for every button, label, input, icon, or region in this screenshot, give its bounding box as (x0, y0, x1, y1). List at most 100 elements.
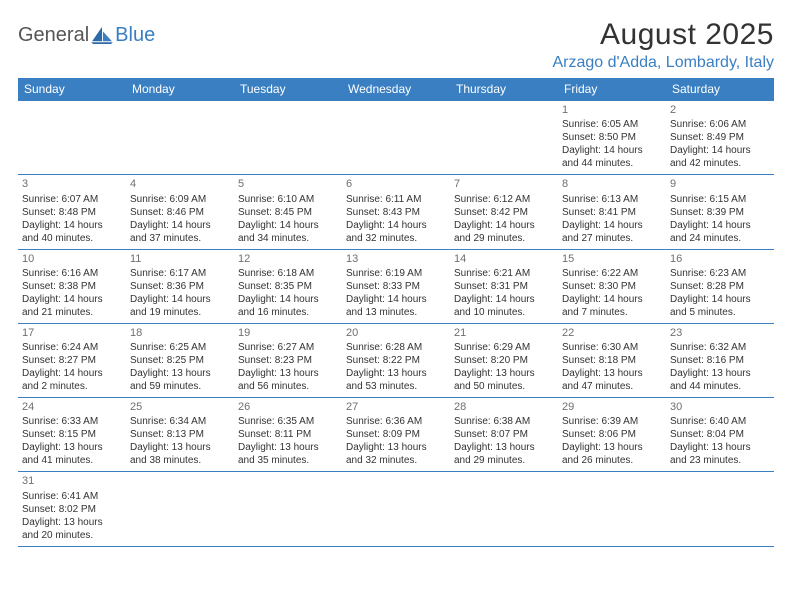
calendar-cell: 27Sunrise: 6:36 AMSunset: 8:09 PMDayligh… (342, 398, 450, 472)
calendar-cell: 25Sunrise: 6:34 AMSunset: 8:13 PMDayligh… (126, 398, 234, 472)
sunrise-text: Sunrise: 6:15 AM (670, 193, 770, 206)
day-number: 8 (562, 177, 662, 191)
calendar-cell: 19Sunrise: 6:27 AMSunset: 8:23 PMDayligh… (234, 323, 342, 397)
calendar-cell: 15Sunrise: 6:22 AMSunset: 8:30 PMDayligh… (558, 249, 666, 323)
sunrise-text: Sunrise: 6:27 AM (238, 341, 338, 354)
calendar-cell: 4Sunrise: 6:09 AMSunset: 8:46 PMDaylight… (126, 175, 234, 249)
calendar-cell: 10Sunrise: 6:16 AMSunset: 8:38 PMDayligh… (18, 249, 126, 323)
daylight-text: Daylight: 13 hours and 29 minutes. (454, 441, 554, 467)
daylight-text: Daylight: 14 hours and 24 minutes. (670, 219, 770, 245)
day-number: 23 (670, 326, 770, 340)
sunrise-text: Sunrise: 6:17 AM (130, 267, 230, 280)
sunset-text: Sunset: 8:33 PM (346, 280, 446, 293)
day-number: 7 (454, 177, 554, 191)
day-number: 25 (130, 400, 230, 414)
sunset-text: Sunset: 8:16 PM (670, 354, 770, 367)
calendar-cell (126, 472, 234, 546)
calendar-cell: 3Sunrise: 6:07 AMSunset: 8:48 PMDaylight… (18, 175, 126, 249)
calendar-week-row: 1Sunrise: 6:05 AMSunset: 8:50 PMDaylight… (18, 101, 774, 175)
day-number: 22 (562, 326, 662, 340)
day-number: 28 (454, 400, 554, 414)
calendar-week-row: 17Sunrise: 6:24 AMSunset: 8:27 PMDayligh… (18, 323, 774, 397)
sunset-text: Sunset: 8:09 PM (346, 428, 446, 441)
sunrise-text: Sunrise: 6:28 AM (346, 341, 446, 354)
day-number: 4 (130, 177, 230, 191)
day-number: 24 (22, 400, 122, 414)
calendar-cell (126, 101, 234, 175)
daylight-text: Daylight: 14 hours and 40 minutes. (22, 219, 122, 245)
weekday-header: Saturday (666, 78, 774, 101)
daylight-text: Daylight: 13 hours and 47 minutes. (562, 367, 662, 393)
calendar-cell: 29Sunrise: 6:39 AMSunset: 8:06 PMDayligh… (558, 398, 666, 472)
daylight-text: Daylight: 14 hours and 7 minutes. (562, 293, 662, 319)
sunrise-text: Sunrise: 6:05 AM (562, 118, 662, 131)
sunset-text: Sunset: 8:43 PM (346, 206, 446, 219)
calendar-cell: 5Sunrise: 6:10 AMSunset: 8:45 PMDaylight… (234, 175, 342, 249)
sunset-text: Sunset: 8:50 PM (562, 131, 662, 144)
sunset-text: Sunset: 8:11 PM (238, 428, 338, 441)
sunrise-text: Sunrise: 6:36 AM (346, 415, 446, 428)
day-number: 2 (670, 103, 770, 117)
sunrise-text: Sunrise: 6:33 AM (22, 415, 122, 428)
calendar-table: SundayMondayTuesdayWednesdayThursdayFrid… (18, 78, 774, 547)
day-number: 31 (22, 474, 122, 488)
brand-text-general: General (18, 24, 89, 47)
brand-logo: General Blue (18, 24, 155, 47)
daylight-text: Daylight: 14 hours and 44 minutes. (562, 144, 662, 170)
daylight-text: Daylight: 14 hours and 13 minutes. (346, 293, 446, 319)
weekday-header: Friday (558, 78, 666, 101)
day-number: 3 (22, 177, 122, 191)
calendar-body: 1Sunrise: 6:05 AMSunset: 8:50 PMDaylight… (18, 101, 774, 547)
calendar-cell: 24Sunrise: 6:33 AMSunset: 8:15 PMDayligh… (18, 398, 126, 472)
day-number: 11 (130, 252, 230, 266)
daylight-text: Daylight: 13 hours and 38 minutes. (130, 441, 230, 467)
sunrise-text: Sunrise: 6:18 AM (238, 267, 338, 280)
sunrise-text: Sunrise: 6:29 AM (454, 341, 554, 354)
header: General Blue August 2025 Arzago d'Adda, … (18, 18, 774, 72)
sunrise-text: Sunrise: 6:16 AM (22, 267, 122, 280)
calendar-cell: 13Sunrise: 6:19 AMSunset: 8:33 PMDayligh… (342, 249, 450, 323)
sunrise-text: Sunrise: 6:07 AM (22, 193, 122, 206)
daylight-text: Daylight: 13 hours and 20 minutes. (22, 516, 122, 542)
daylight-text: Daylight: 13 hours and 23 minutes. (670, 441, 770, 467)
sunset-text: Sunset: 8:45 PM (238, 206, 338, 219)
daylight-text: Daylight: 13 hours and 35 minutes. (238, 441, 338, 467)
brand-text-blue: Blue (115, 24, 155, 47)
calendar-cell: 23Sunrise: 6:32 AMSunset: 8:16 PMDayligh… (666, 323, 774, 397)
calendar-cell (666, 472, 774, 546)
calendar-cell (18, 101, 126, 175)
calendar-cell: 22Sunrise: 6:30 AMSunset: 8:18 PMDayligh… (558, 323, 666, 397)
sail-icon (91, 26, 113, 44)
sunset-text: Sunset: 8:41 PM (562, 206, 662, 219)
title-block: August 2025 Arzago d'Adda, Lombardy, Ita… (552, 18, 774, 72)
sunrise-text: Sunrise: 6:13 AM (562, 193, 662, 206)
sunrise-text: Sunrise: 6:06 AM (670, 118, 770, 131)
day-number: 16 (670, 252, 770, 266)
sunset-text: Sunset: 8:20 PM (454, 354, 554, 367)
sunset-text: Sunset: 8:23 PM (238, 354, 338, 367)
sunrise-text: Sunrise: 6:21 AM (454, 267, 554, 280)
daylight-text: Daylight: 14 hours and 29 minutes. (454, 219, 554, 245)
calendar-cell (342, 101, 450, 175)
sunset-text: Sunset: 8:04 PM (670, 428, 770, 441)
calendar-cell: 26Sunrise: 6:35 AMSunset: 8:11 PMDayligh… (234, 398, 342, 472)
calendar-cell (450, 101, 558, 175)
sunset-text: Sunset: 8:02 PM (22, 503, 122, 516)
day-number: 19 (238, 326, 338, 340)
daylight-text: Daylight: 13 hours and 50 minutes. (454, 367, 554, 393)
daylight-text: Daylight: 14 hours and 34 minutes. (238, 219, 338, 245)
day-number: 5 (238, 177, 338, 191)
month-title: August 2025 (552, 18, 774, 52)
calendar-week-row: 3Sunrise: 6:07 AMSunset: 8:48 PMDaylight… (18, 175, 774, 249)
day-number: 13 (346, 252, 446, 266)
sunset-text: Sunset: 8:30 PM (562, 280, 662, 293)
daylight-text: Daylight: 14 hours and 27 minutes. (562, 219, 662, 245)
day-number: 27 (346, 400, 446, 414)
sunrise-text: Sunrise: 6:30 AM (562, 341, 662, 354)
calendar-cell: 8 Sunrise: 6:13 AMSunset: 8:41 PMDaylight… (558, 175, 666, 249)
sunset-text: Sunset: 8:28 PM (670, 280, 770, 293)
calendar-cell: 1Sunrise: 6:05 AMSunset: 8:50 PMDaylight… (558, 101, 666, 175)
sunrise-text: Sunrise: 6:12 AM (454, 193, 554, 206)
daylight-text: Daylight: 14 hours and 32 minutes. (346, 219, 446, 245)
sunset-text: Sunset: 8:06 PM (562, 428, 662, 441)
